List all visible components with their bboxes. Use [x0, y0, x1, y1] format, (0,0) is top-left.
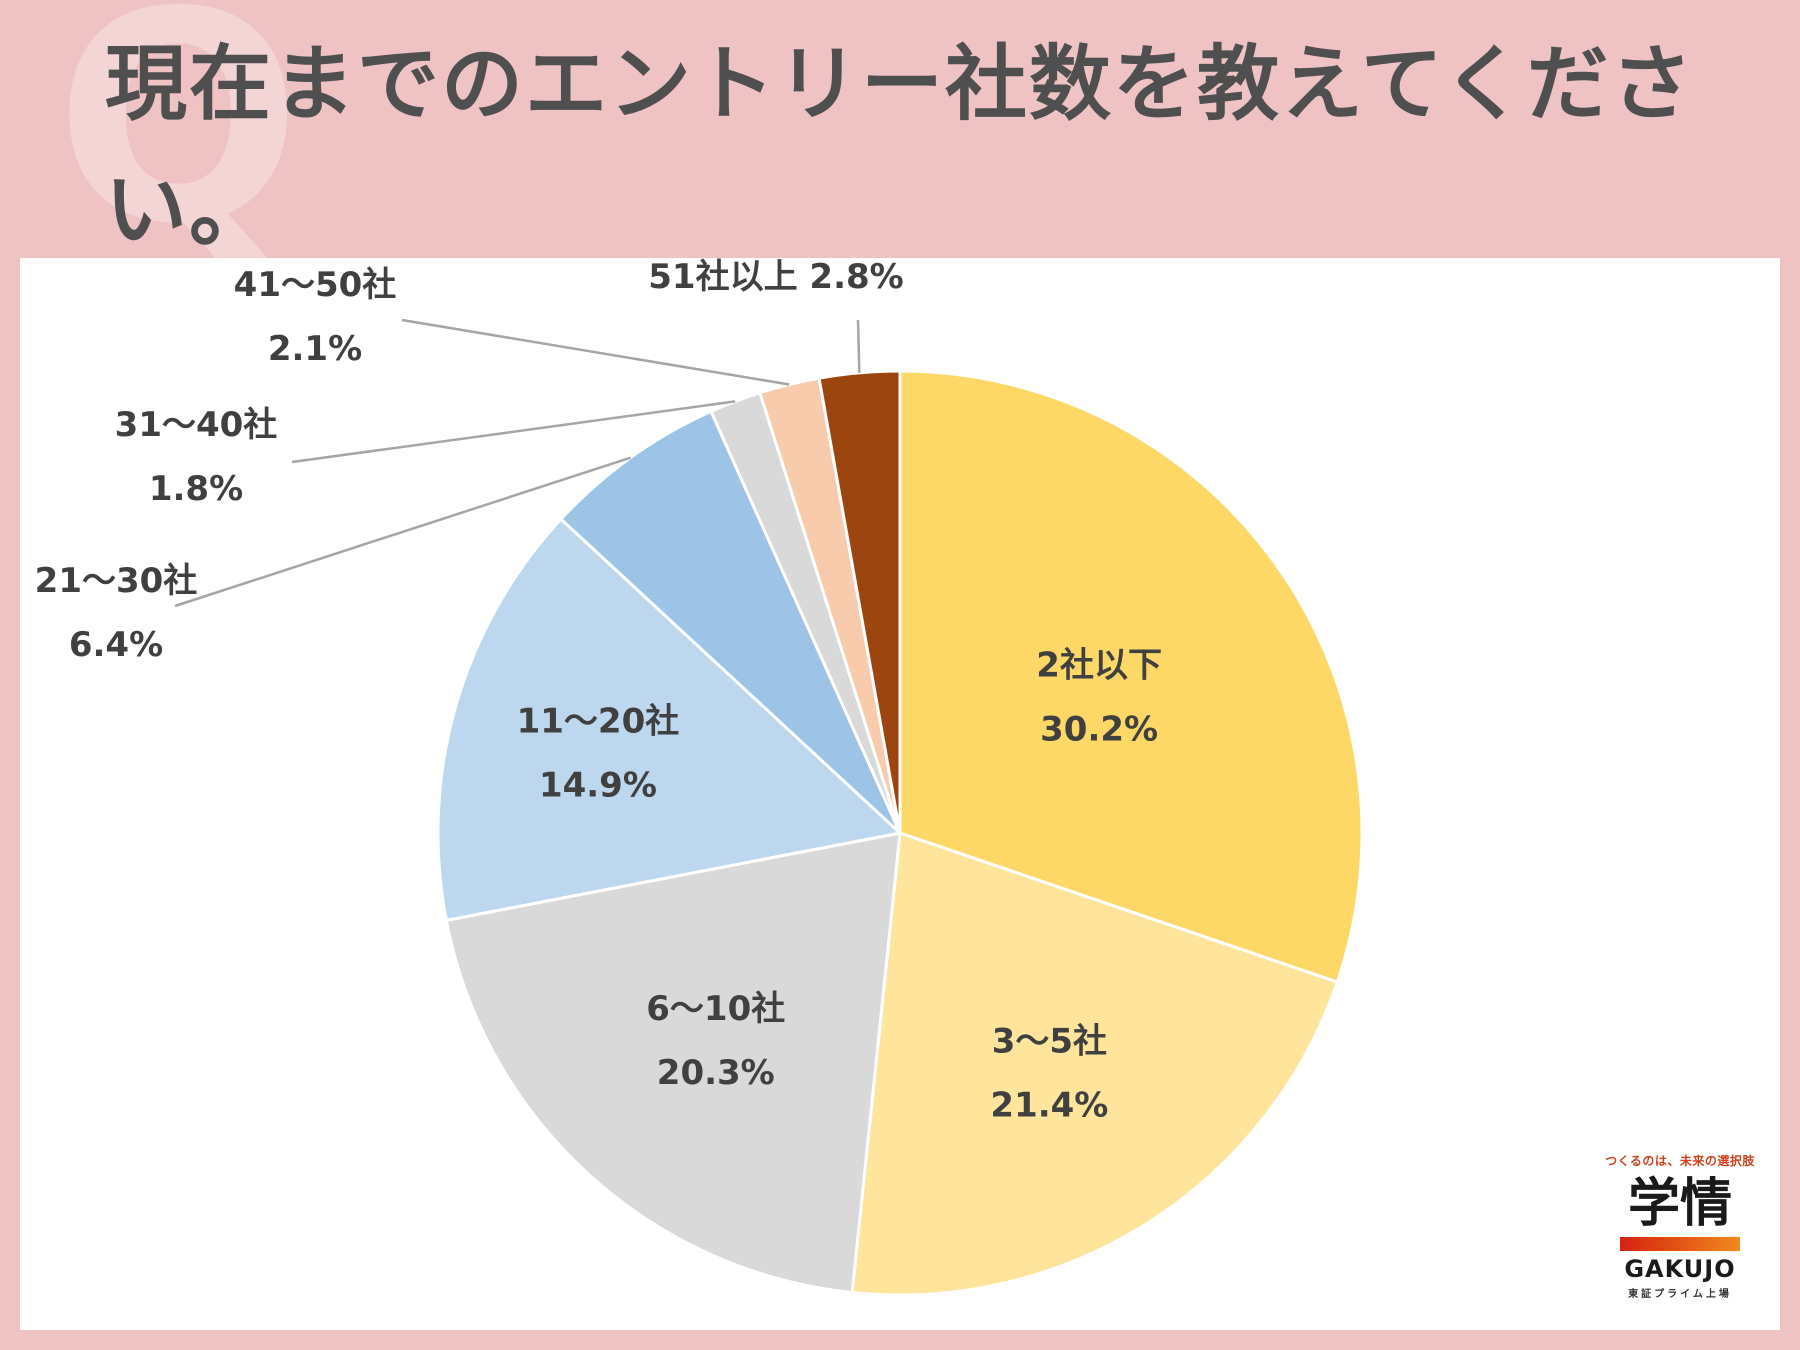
slice-category-label: 41〜50社 — [234, 265, 397, 305]
pie-slice — [817, 369, 902, 835]
pie-slice — [444, 831, 902, 1295]
chart-panel: 2社以下 30.2% 3〜5社 21.4% 6〜10社 20.3% 11〜20社 14.9% 2… — [20, 258, 1780, 1330]
gakujo-logo: つくるのは、未来の選択肢 学情 GAKUJO 東証プライム上場 — [1582, 1148, 1778, 1316]
q-mark-decoration: Q — [55, 0, 302, 288]
slice-value-label: 30.2% — [1040, 710, 1158, 750]
pie-slice — [898, 369, 1364, 984]
logo-tagline: つくるのは、未来の選択肢 — [1605, 1154, 1755, 1168]
logo-name: GAKUJO — [1624, 1255, 1736, 1283]
slice-category-label: 31〜40社 — [115, 405, 278, 445]
logo-kanji: 学情 — [1627, 1174, 1732, 1234]
slice-value-label: 21.4% — [990, 1085, 1108, 1125]
slice-category-label: 6〜10社 — [646, 989, 785, 1029]
slice-category-label: 11〜20社 — [517, 702, 680, 742]
pie-slices — [436, 369, 1364, 1297]
leader-line — [401, 318, 790, 386]
pie-slice — [850, 831, 1339, 1297]
page-title: 現在までのエントリー社数を教えてください。 — [105, 37, 1695, 258]
pie-chart: 2社以下 30.2% 3〜5社 21.4% 6〜10社 20.3% 11〜20社 14.9% 2… — [35, 258, 1364, 1297]
pie-slice — [436, 517, 902, 922]
slice-value-label: 2.1% — [268, 329, 362, 369]
leader-line — [174, 456, 631, 608]
logo-bar — [1620, 1237, 1740, 1251]
slice-value-label: 6.4% — [69, 625, 163, 665]
slice-value-label: 14.9% — [539, 766, 657, 806]
logo-subtitle: 東証プライム上場 — [1628, 1289, 1732, 1300]
slice-category-label: 2社以下 — [1036, 646, 1162, 686]
leader-line — [856, 319, 861, 373]
pie-labels: 2社以下 30.2% 3〜5社 21.4% 6〜10社 20.3% 11〜20社 14.9% 2… — [35, 258, 1162, 1125]
slice-category-label: 21〜30社 — [35, 561, 198, 601]
slice-value-label: 20.3% — [657, 1053, 775, 1093]
leader-line — [291, 400, 736, 464]
slice-value-label: 1.8% — [149, 469, 243, 509]
slice-category-label: 51社以上 2.8% — [648, 258, 903, 297]
slice-category-label: 3〜5社 — [992, 1021, 1107, 1061]
pie-slice — [559, 409, 902, 835]
